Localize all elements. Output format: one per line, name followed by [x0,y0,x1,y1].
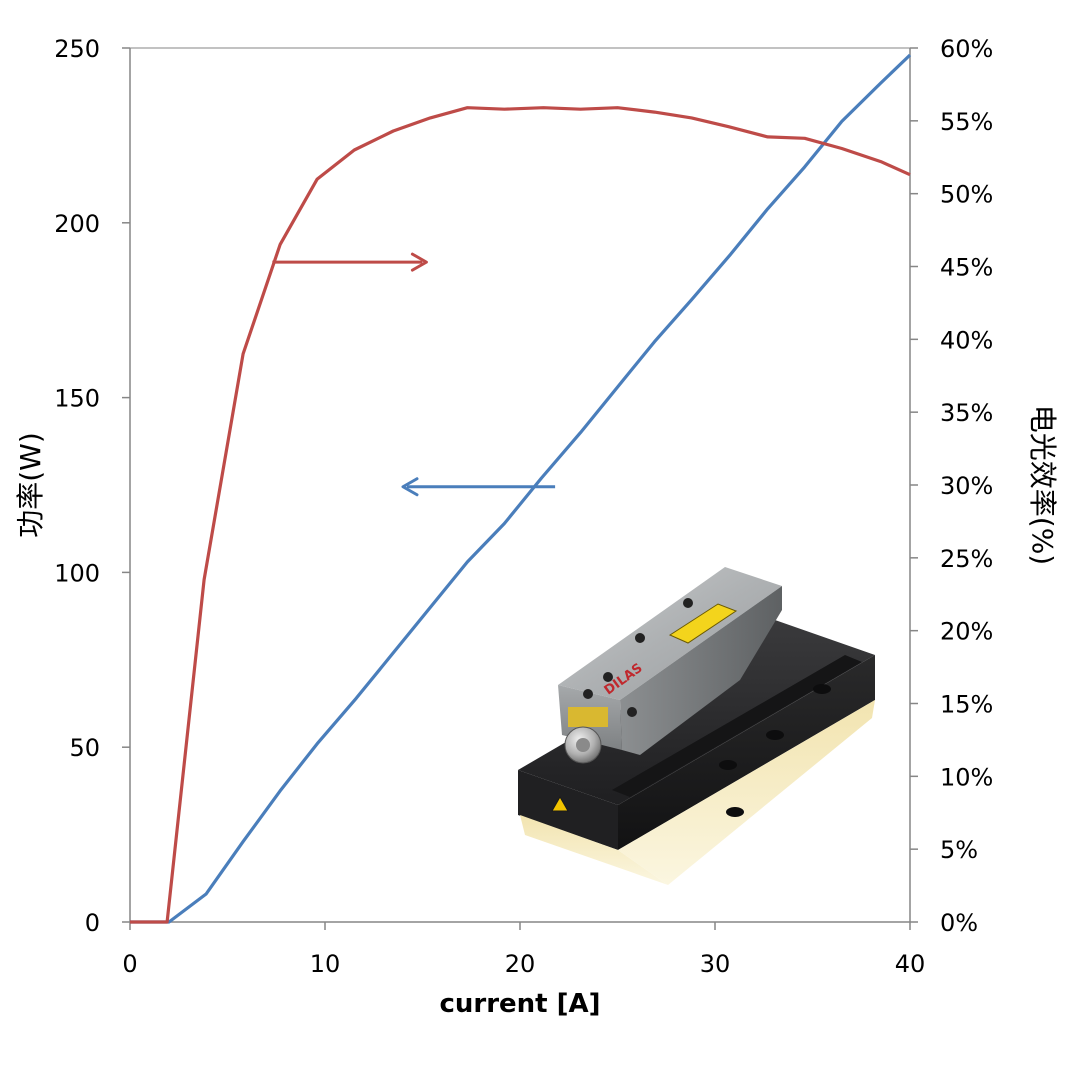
right-tick-label: 25% [940,545,993,573]
left-axis-title: 功率(W) [14,432,47,538]
left-tick-label: 250 [54,35,100,63]
right-tick-label: 20% [940,618,993,646]
right-tick-label: 55% [940,108,993,136]
left-tick-label: 0 [85,909,100,937]
right-tick-label: 45% [940,254,993,282]
x-axis-title: current [A] [439,989,600,1019]
right-tick-label: 30% [940,472,993,500]
x-tick-label: 10 [310,950,341,978]
x-tick-label: 20 [505,950,536,978]
left-tick-label: 200 [54,210,100,238]
x-tick-label: 30 [700,950,731,978]
right-tick-label: 35% [940,399,993,427]
annotation-layer [272,254,555,495]
right-axis-title: 电光效率(%) [1026,405,1059,565]
x-axis-ticks: 0 10 20 30 40 [122,922,925,978]
left-axis-ticks: 0 50 100 150 200 250 [54,35,130,937]
left-tick-label: 50 [69,734,100,762]
right-tick-label: 50% [940,181,993,209]
laser-module-image: DILAS [518,567,875,885]
right-tick-label: 10% [940,763,993,791]
right-tick-label: 0% [940,909,978,937]
left-tick-label: 150 [54,385,100,413]
right-tick-label: 40% [940,326,993,354]
x-tick-label: 40 [895,950,926,978]
right-axis-ticks: 0% 5% 10% 15% 20% 25% 30% 35% 40% 45% 50% 55% 60% [910,35,993,937]
right-tick-label: 15% [940,691,993,719]
x-tick-label: 0 [122,950,137,978]
right-tick-label: 5% [940,836,978,864]
left-tick-label: 100 [54,559,100,587]
right-tick-label: 60% [940,35,993,63]
